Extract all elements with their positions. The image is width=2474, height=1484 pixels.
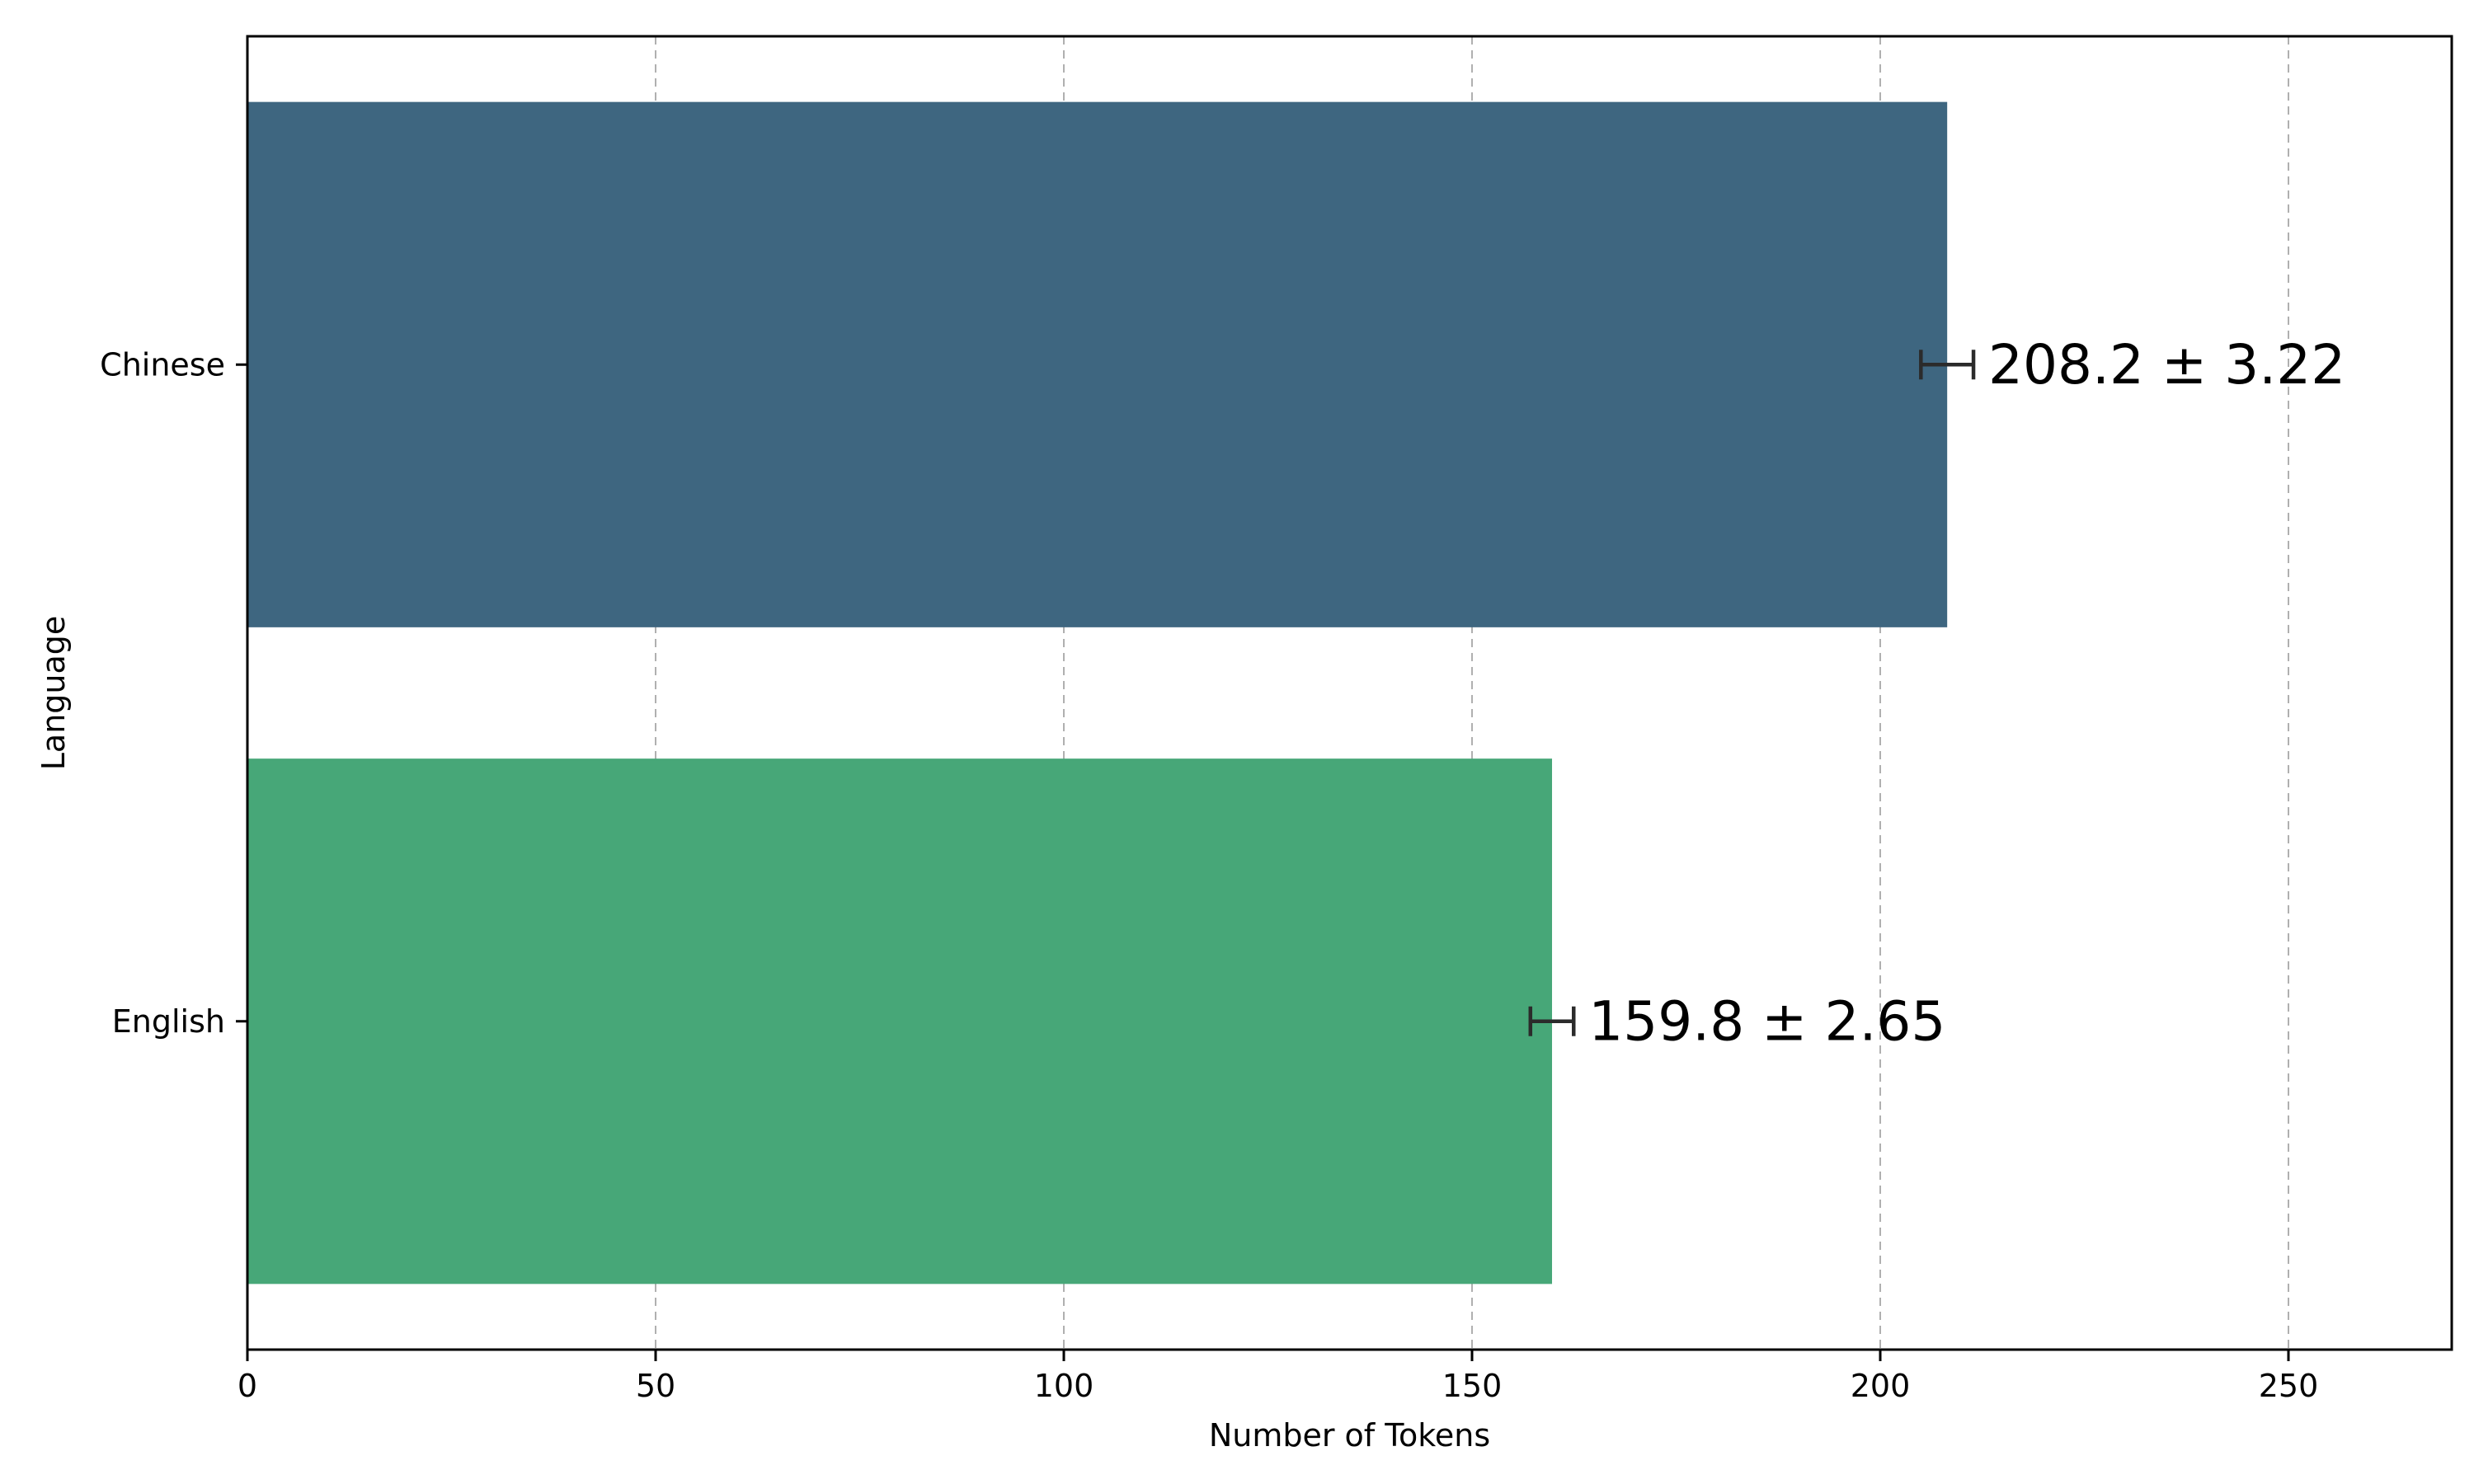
bar-chinese: [247, 101, 1948, 627]
x-tick-label: 50: [636, 1368, 675, 1404]
y-axis-title: Language: [35, 616, 72, 771]
y-tick-label-english: English: [112, 1003, 225, 1040]
x-tick-label: 250: [2259, 1368, 2319, 1404]
value-label-english: 159.8 ± 2.65: [1588, 989, 1945, 1053]
x-tick-label: 0: [238, 1368, 257, 1404]
value-labels: 208.2 ± 3.22 159.8 ± 2.65: [1588, 333, 2345, 1054]
x-tick-label: 200: [1851, 1368, 1911, 1404]
x-tick-label: 150: [1442, 1368, 1503, 1404]
error-bar-english: [1528, 1006, 1576, 1036]
x-tick-label: 100: [1034, 1368, 1094, 1404]
value-label-chinese: 208.2 ± 3.22: [1988, 333, 2345, 397]
bar-english: [247, 758, 1553, 1284]
y-axis-ticks: Chinese English: [100, 346, 247, 1040]
error-bars: [1528, 350, 1976, 1036]
bars: [247, 101, 1948, 1284]
error-bar-chinese: [1919, 350, 1976, 380]
x-axis-title: Number of Tokens: [1209, 1417, 1490, 1453]
plot-frame: [246, 35, 2453, 1351]
y-tick-label-chinese: Chinese: [100, 346, 225, 383]
x-axis-ticks: 0 50 100 150 200 250: [238, 1350, 2318, 1404]
